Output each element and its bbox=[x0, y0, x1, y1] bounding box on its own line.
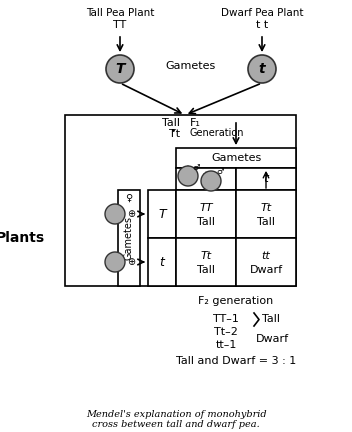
Text: Gametes: Gametes bbox=[124, 216, 134, 260]
Text: TT: TT bbox=[113, 20, 127, 30]
Text: Tall: Tall bbox=[162, 118, 180, 128]
Circle shape bbox=[106, 55, 134, 83]
Text: Tall: Tall bbox=[257, 217, 275, 227]
Text: Tall and Dwarf = 3 : 1: Tall and Dwarf = 3 : 1 bbox=[176, 356, 296, 366]
Circle shape bbox=[105, 204, 125, 224]
Text: Plants: Plants bbox=[0, 231, 45, 245]
Bar bbox=[236, 168, 296, 190]
Text: F₁: F₁ bbox=[190, 118, 201, 128]
Circle shape bbox=[201, 171, 221, 191]
Bar bbox=[176, 168, 236, 190]
Text: T: T bbox=[115, 62, 125, 76]
Text: t: t bbox=[159, 255, 164, 269]
Bar bbox=[148, 190, 176, 238]
Text: Dwarf: Dwarf bbox=[256, 334, 289, 344]
Text: t t: t t bbox=[256, 20, 268, 30]
Text: tt–1: tt–1 bbox=[215, 340, 237, 350]
Bar bbox=[176, 148, 296, 168]
Text: ⊕: ⊕ bbox=[127, 257, 135, 267]
Circle shape bbox=[105, 252, 125, 272]
Text: T: T bbox=[202, 172, 210, 185]
Text: t: t bbox=[264, 172, 269, 185]
Text: TT: TT bbox=[199, 203, 213, 213]
Text: ⊕: ⊕ bbox=[127, 209, 135, 219]
Circle shape bbox=[248, 55, 276, 83]
Bar bbox=[118, 190, 140, 286]
Bar bbox=[176, 190, 236, 238]
Text: Dwarf Pea Plant: Dwarf Pea Plant bbox=[221, 8, 303, 18]
Text: Gametes: Gametes bbox=[166, 61, 216, 71]
Bar bbox=[148, 238, 176, 286]
Text: Tall: Tall bbox=[262, 314, 280, 324]
Text: ♂: ♂ bbox=[216, 168, 224, 177]
Text: TT–1: TT–1 bbox=[213, 314, 239, 324]
Text: Mendel's explanation of monohybrid: Mendel's explanation of monohybrid bbox=[86, 410, 266, 419]
Text: Tt–2: Tt–2 bbox=[214, 327, 238, 337]
Text: Tall Pea Plant: Tall Pea Plant bbox=[86, 8, 154, 18]
Text: t: t bbox=[259, 62, 265, 76]
Text: Tt: Tt bbox=[169, 129, 180, 139]
Text: Gametes: Gametes bbox=[211, 153, 261, 163]
Bar bbox=[65, 115, 296, 286]
Text: Tt: Tt bbox=[200, 251, 212, 261]
Text: Tt: Tt bbox=[260, 203, 271, 213]
Bar bbox=[236, 238, 296, 286]
Text: ♂: ♂ bbox=[192, 163, 200, 172]
Text: Generation: Generation bbox=[190, 128, 245, 138]
Text: Tall: Tall bbox=[197, 265, 215, 275]
Text: T: T bbox=[158, 207, 166, 220]
Text: Tall: Tall bbox=[197, 217, 215, 227]
Text: F₂ generation: F₂ generation bbox=[199, 296, 274, 306]
Text: tt: tt bbox=[262, 251, 270, 261]
Bar bbox=[176, 238, 236, 286]
Text: ♀: ♀ bbox=[125, 193, 133, 203]
Text: Dwarf: Dwarf bbox=[250, 265, 283, 275]
Bar bbox=[236, 190, 296, 238]
Circle shape bbox=[178, 166, 198, 186]
Text: cross between tall and dwarf pea.: cross between tall and dwarf pea. bbox=[92, 420, 260, 429]
